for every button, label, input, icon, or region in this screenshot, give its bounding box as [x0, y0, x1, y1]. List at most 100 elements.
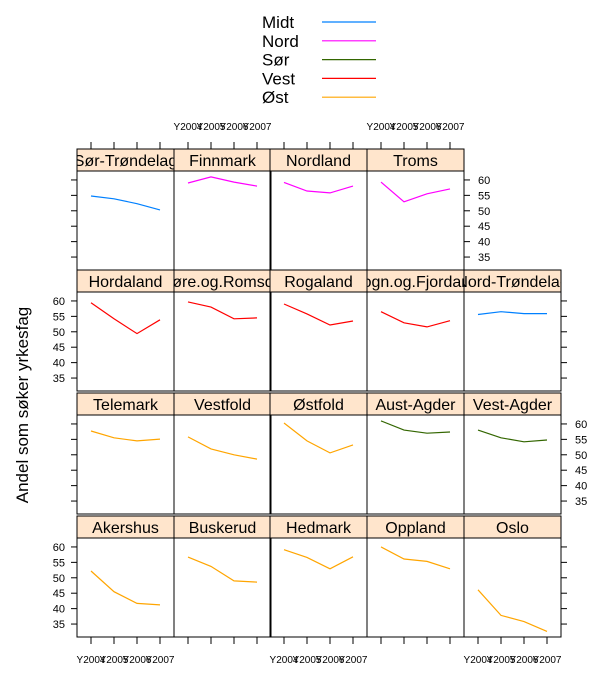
series-line-Nord-Trøndelag	[477, 311, 547, 316]
strip-label: Troms	[393, 153, 438, 170]
x-tick-label: Y2005	[487, 655, 516, 666]
x-tick-label: Y2005	[197, 122, 226, 133]
series-line-Aust-Agder	[380, 420, 451, 434]
strip-label: Telemark	[93, 397, 159, 414]
panel-Finnmark: Finnmark	[173, 148, 272, 271]
x-tick-label: Y2007	[339, 655, 368, 666]
y-tick-label: 50	[53, 327, 65, 339]
y-tick-label: 50	[53, 573, 65, 585]
series-line-Hedmark	[283, 549, 354, 570]
panel-frame	[366, 170, 465, 271]
y-tick-label: 35	[53, 619, 65, 631]
series-line-Finnmark	[187, 176, 258, 187]
panel-Akershus: Akershus	[76, 515, 175, 638]
strip-label: Møre.og.Romsdal	[159, 274, 286, 291]
panel-frame	[76, 291, 175, 392]
strip-label: Nordland	[286, 153, 351, 170]
y-tick-label: 40	[575, 481, 587, 493]
strip-label: Sør-Trøndelag	[74, 153, 177, 170]
series-line-Sør-Trøndelag	[90, 195, 161, 211]
x-tick-label: Y2007	[533, 655, 562, 666]
series-line-Troms	[380, 181, 451, 203]
strip-label: Oppland	[385, 520, 446, 537]
panel-Østfold: Østfold	[269, 392, 368, 515]
x-tick-label: Y2006	[316, 655, 345, 666]
x-tick-label: Y2006	[510, 655, 539, 666]
panel-Nord-Trøndelag: Nord-Trøndelag	[456, 269, 568, 392]
x-tick-label: Y2006	[413, 122, 442, 133]
strip-label: Vestfold	[194, 397, 251, 414]
series-line-Oppland	[380, 546, 451, 570]
panel-frame	[366, 537, 465, 638]
panel-frame	[173, 291, 272, 392]
panel-Oppland: Oppland	[366, 515, 465, 638]
y-tick-label: 45	[53, 342, 65, 354]
y-tick-label: 50	[478, 206, 490, 218]
panel-frame	[269, 537, 368, 638]
x-tick-label: Y2005	[100, 655, 129, 666]
series-line-Vest-Agder	[477, 429, 548, 443]
strip-label: Akershus	[92, 520, 159, 537]
panel-Sogn.og.Fjordane: Sogn.og.Fjordane	[352, 269, 479, 392]
legend-label: Sør	[262, 51, 290, 70]
panel-Vestfold: Vestfold	[173, 392, 272, 515]
y-tick-label: 60	[53, 296, 65, 308]
y-tick-label: 60	[53, 542, 65, 554]
x-tick-label: Y2005	[293, 655, 322, 666]
y-tick-label: 35	[478, 252, 490, 264]
legend-label: Nord	[262, 32, 299, 51]
strip-label: Sogn.og.Fjordane	[352, 274, 479, 291]
strip-label: Rogaland	[284, 274, 353, 291]
panel-frame	[269, 414, 368, 515]
panel-frame	[463, 414, 562, 515]
x-tick-label: Y2004	[174, 122, 203, 133]
axes: 35 40 45 50 55 60 35 40 45 50 55 60 35 40 45 50 55 60 35 40…	[53, 122, 588, 666]
strip-label: Finnmark	[189, 153, 257, 170]
series-line-Buskerud	[187, 556, 258, 583]
x-tick-label: Y2004	[270, 655, 299, 666]
panel-Vest-Agder: Vest-Agder	[463, 392, 562, 515]
x-tick-label: Y2005	[390, 122, 419, 133]
panel-frame	[76, 170, 175, 271]
y-tick-label: 45	[478, 221, 490, 233]
panel-frame	[269, 291, 368, 392]
y-tick-label: 55	[575, 434, 587, 446]
y-tick-label: 55	[53, 557, 65, 569]
panel-Buskerud: Buskerud	[173, 515, 272, 638]
series-line-Rogaland	[283, 303, 354, 326]
panel-Nordland: Nordland	[269, 148, 368, 271]
y-tick-label: 40	[478, 237, 490, 249]
y-tick-label: 45	[53, 588, 65, 600]
panel-Møre.og.Romsdal: Møre.og.Romsdal	[159, 269, 286, 392]
x-tick-label: Y2004	[367, 122, 396, 133]
panel-frame	[76, 537, 175, 638]
strip-label: Østfold	[293, 397, 344, 414]
legend-label: Øst	[262, 88, 289, 107]
strip-label: Vest-Agder	[473, 397, 553, 414]
panel-frame	[366, 291, 465, 392]
panels: Sør-Trøndelag Finnmark Nordland Troms Hordal…	[74, 148, 568, 638]
series-line-Møre.og.Romsdal	[187, 301, 258, 320]
strip-label: Nord-Trøndelag	[456, 274, 568, 291]
series-line-Hordaland	[90, 302, 161, 335]
panel-frame	[173, 414, 272, 515]
y-tick-label: 55	[53, 311, 65, 323]
panel-frame	[463, 537, 562, 638]
legend-label: Midt	[262, 13, 294, 32]
strip-label: Hordaland	[89, 274, 163, 291]
y-tick-label: 45	[575, 465, 587, 477]
series-line-Telemark	[90, 430, 161, 442]
strip-label: Buskerud	[189, 520, 257, 537]
strip-label: Hedmark	[286, 520, 352, 537]
y-tick-label: 60	[575, 419, 587, 431]
series-line-Sogn.og.Fjordane	[380, 311, 451, 328]
strip-label: Aust-Agder	[375, 397, 456, 414]
series-line-Vestfold	[187, 436, 258, 460]
panel-frame	[173, 537, 272, 638]
x-tick-label: Y2004	[464, 655, 493, 666]
strip-label: Oslo	[496, 520, 529, 537]
x-tick-label: Y2007	[436, 122, 465, 133]
series-line-Østfold	[283, 422, 354, 454]
panel-Troms: Troms	[366, 148, 465, 271]
x-tick-label: Y2007	[146, 655, 175, 666]
